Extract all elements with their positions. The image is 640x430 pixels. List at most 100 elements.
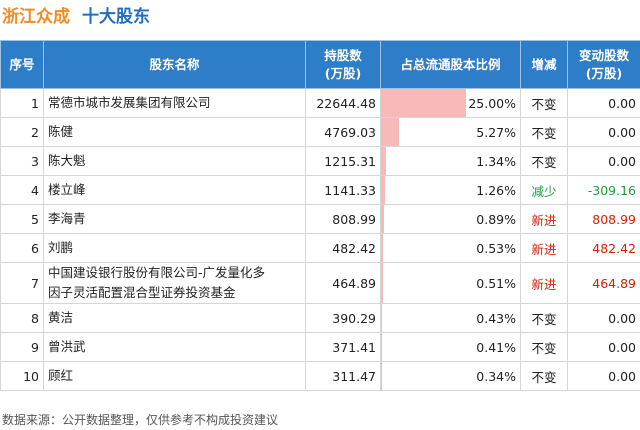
holder-name: 刘鹏 xyxy=(48,240,74,255)
change: 不变 xyxy=(520,361,568,391)
ratio-cell: 25.00% xyxy=(380,88,521,118)
rank: 10 xyxy=(0,361,44,391)
shares: 1215.31 xyxy=(305,146,381,176)
row: 9 曾洪武 371.41 0.41% 不变 0.00 xyxy=(0,332,640,362)
ratio-label: 1.34% xyxy=(476,153,516,169)
ratio-bar xyxy=(381,304,383,332)
column-header: 持股数 (万股) xyxy=(305,40,381,89)
row: 4 楼立峰 1141.33 1.26% 减少 -309.16 xyxy=(0,175,640,205)
change: 不变 xyxy=(520,117,568,147)
change: 新进 xyxy=(520,262,568,304)
delta: 0.00 xyxy=(567,332,640,362)
name-cell: 楼立峰 xyxy=(43,175,306,205)
column-header: 变动股数 (万股) xyxy=(567,40,640,89)
ratio-label: 0.89% xyxy=(476,211,516,227)
header-line: 变动股数 xyxy=(578,47,629,63)
column-header: 占总流通股本比例 xyxy=(380,40,521,89)
ratio-bar xyxy=(381,147,386,175)
shares: 1141.33 xyxy=(305,175,381,205)
name-cell: 中国建设银行股份有限公司-广发量化多因子灵活配置混合型证券投资基金 xyxy=(43,262,306,304)
company: 浙江众成 xyxy=(2,7,70,27)
ratio-bar xyxy=(381,234,383,262)
shares: 371.41 xyxy=(305,332,381,362)
delta: 808.99 xyxy=(567,204,640,234)
rank: 5 xyxy=(0,204,44,234)
ratio-bar xyxy=(381,205,385,233)
ratio-bar xyxy=(381,89,466,117)
delta: 0.00 xyxy=(567,303,640,333)
ratio-label: 0.41% xyxy=(476,339,516,355)
change: 不变 xyxy=(520,146,568,176)
header-line: 序号 xyxy=(9,56,35,72)
row: 2 陈健 4769.03 5.27% 不变 0.00 xyxy=(0,117,640,147)
ratio-label: 0.53% xyxy=(476,240,516,256)
change: 不变 xyxy=(520,303,568,333)
ratio-cell: 0.51% xyxy=(380,262,521,304)
delta: 0.00 xyxy=(567,88,640,118)
change: 不变 xyxy=(520,332,568,362)
header-line: 持股数 xyxy=(324,47,362,63)
row: 3 陈大魁 1215.31 1.34% 不变 0.00 xyxy=(0,146,640,176)
ratio-cell: 0.41% xyxy=(380,332,521,362)
rank: 3 xyxy=(0,146,44,176)
header-line: 股东名称 xyxy=(149,56,200,72)
delta: 464.89 xyxy=(567,262,640,304)
name-cell: 顾红 xyxy=(43,361,306,391)
ratio-label: 1.26% xyxy=(476,182,516,198)
change: 减少 xyxy=(520,175,568,205)
holder-name: 顾红 xyxy=(48,368,74,383)
ratio-cell: 1.34% xyxy=(380,146,521,176)
change: 新进 xyxy=(520,233,568,263)
name-cell: 李海青 xyxy=(43,204,306,234)
ratio-bar xyxy=(381,362,383,390)
shareholder-table: 序号 股东名称 持股数 (万股) 占总流通股本比例 增减 变动股数 (万股) 1 常德市城市发展… xyxy=(0,40,640,391)
ratio-bar xyxy=(381,333,383,361)
holder-name: 陈大魁 xyxy=(48,153,86,168)
delta: 0.00 xyxy=(567,146,640,176)
holder-name: 曾洪武 xyxy=(48,339,86,354)
shares: 311.47 xyxy=(305,361,381,391)
holder-name: 中国建设银行股份有限公司-广发量化多因子灵活配置混合型证券投资基金 xyxy=(48,265,266,300)
ratio-bar xyxy=(381,118,399,146)
table-body: 1 常德市城市发展集团有限公司 22644.48 25.00% 不变 0.00 2 陈健 476… xyxy=(0,88,640,391)
name-cell: 常德市城市发展集团有限公司 xyxy=(43,88,306,118)
ratio-label: 5.27% xyxy=(476,124,516,140)
ratio-bar xyxy=(381,263,383,303)
ratio-cell: 0.43% xyxy=(380,303,521,333)
ratio-bar xyxy=(381,176,386,204)
title-text: 十大股东 xyxy=(82,7,150,27)
header-row: 序号 股东名称 持股数 (万股) 占总流通股本比例 增减 变动股数 (万股) xyxy=(0,40,640,89)
ratio-cell: 0.53% xyxy=(380,233,521,263)
ratio-label: 25.00% xyxy=(468,95,516,111)
footer: 数据来源：公开数据整理，仅供参考不构成投资建议 xyxy=(2,413,279,427)
rank: 4 xyxy=(0,175,44,205)
rank: 1 xyxy=(0,88,44,118)
name-cell: 刘鹏 xyxy=(43,233,306,263)
ratio-label: 0.34% xyxy=(476,368,516,384)
shares: 4769.03 xyxy=(305,117,381,147)
rank: 8 xyxy=(0,303,44,333)
header-line: 占总流通股本比例 xyxy=(400,56,501,72)
rank: 9 xyxy=(0,332,44,362)
row: 7 中国建设银行股份有限公司-广发量化多因子灵活配置混合型证券投资基金 464.89… xyxy=(0,262,640,304)
shares: 22644.48 xyxy=(305,88,381,118)
header-line: 增减 xyxy=(531,56,557,72)
delta: 0.00 xyxy=(567,361,640,391)
delta: 482.42 xyxy=(567,233,640,263)
title: 浙江众成 十大股东 xyxy=(2,2,150,27)
name-cell: 黄洁 xyxy=(43,303,306,333)
holder-name: 常德市城市发展集团有限公司 xyxy=(48,95,211,110)
column-header: 序号 xyxy=(0,40,44,89)
holder-name: 黄洁 xyxy=(48,310,74,325)
ratio-cell: 1.26% xyxy=(380,175,521,205)
holder-name: 李海青 xyxy=(48,211,86,226)
row: 5 李海青 808.99 0.89% 新进 808.99 xyxy=(0,204,640,234)
row: 8 黄洁 390.29 0.43% 不变 0.00 xyxy=(0,303,640,333)
ratio-label: 0.51% xyxy=(476,275,516,291)
header-line: (万股) xyxy=(324,65,362,81)
ratio-cell: 0.89% xyxy=(380,204,521,234)
change: 不变 xyxy=(520,88,568,118)
shares: 808.99 xyxy=(305,204,381,234)
ratio-cell: 0.34% xyxy=(380,361,521,391)
